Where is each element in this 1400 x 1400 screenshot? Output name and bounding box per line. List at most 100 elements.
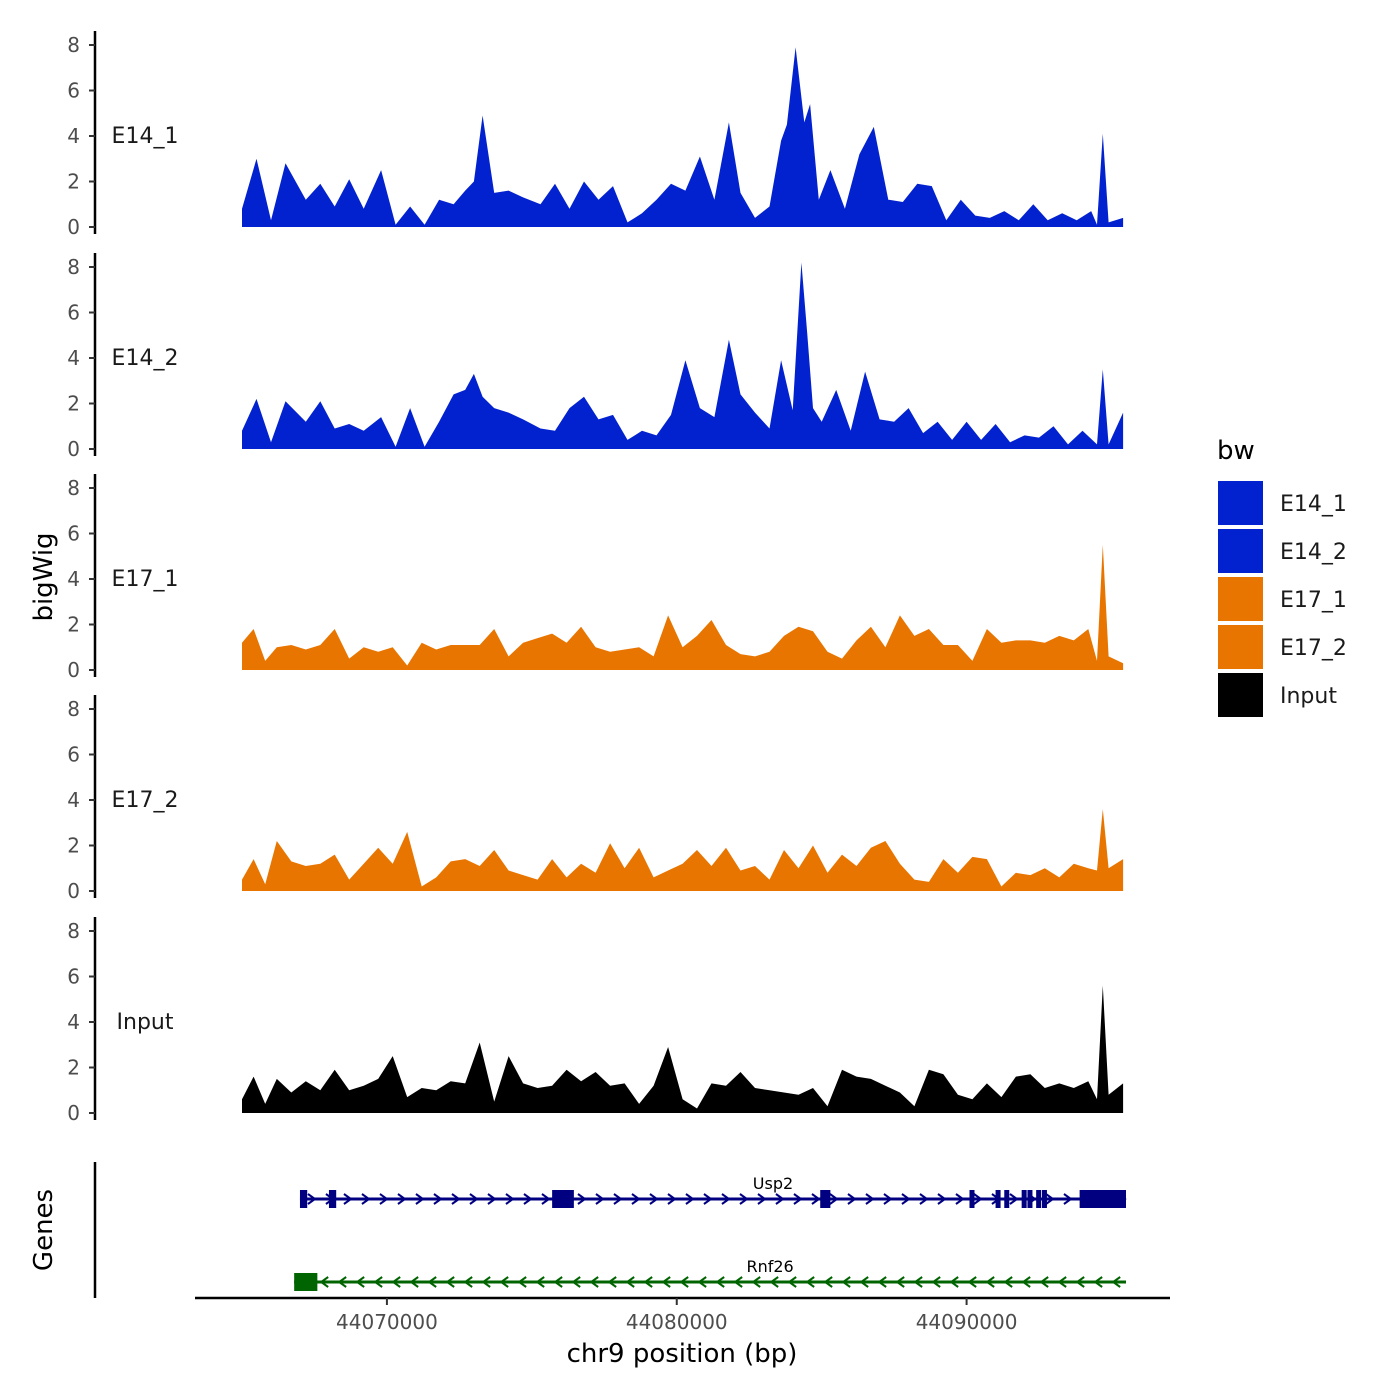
strand-arrow bbox=[481, 1276, 491, 1288]
exon bbox=[552, 1190, 574, 1208]
strand-arrow bbox=[721, 1193, 731, 1205]
y-tick-label: 8 bbox=[67, 33, 80, 57]
strand-arrow bbox=[397, 1193, 407, 1205]
strand-arrow bbox=[541, 1193, 551, 1205]
strand-arrow bbox=[337, 1276, 347, 1288]
exon bbox=[1041, 1190, 1047, 1208]
track-label-E17_1: E17_1 bbox=[112, 567, 179, 592]
strand-arrow bbox=[373, 1276, 383, 1288]
x-axis-title: chr9 position (bp) bbox=[567, 1339, 798, 1369]
strand-arrow bbox=[505, 1193, 515, 1205]
strand-arrow bbox=[409, 1276, 419, 1288]
legend-label-E14_2: E14_2 bbox=[1280, 540, 1347, 565]
exon bbox=[299, 1190, 308, 1208]
legend-swatch-E17_2 bbox=[1218, 625, 1263, 669]
y-tick-label: 6 bbox=[67, 965, 80, 989]
strand-arrow bbox=[985, 1276, 995, 1288]
y-tick-label: 2 bbox=[67, 392, 80, 416]
strand-arrow bbox=[661, 1276, 671, 1288]
y-tick-label: 4 bbox=[67, 1010, 80, 1034]
strand-arrow bbox=[901, 1193, 911, 1205]
legend-title: bw bbox=[1217, 436, 1255, 466]
strand-arrow bbox=[823, 1276, 833, 1288]
strand-arrow bbox=[445, 1276, 455, 1288]
y-tick-label: 4 bbox=[67, 124, 80, 148]
track-E17_1: 0 2 4 6 8 E17_1 bbox=[67, 474, 1124, 682]
strand-arrow bbox=[1111, 1276, 1121, 1288]
strand-arrow bbox=[931, 1276, 941, 1288]
strand-arrow bbox=[703, 1193, 713, 1205]
strand-arrow bbox=[487, 1193, 497, 1205]
x-tick-label: 44090000 bbox=[916, 1310, 1018, 1334]
strand-arrow bbox=[517, 1276, 527, 1288]
strand-arrow bbox=[1057, 1276, 1067, 1288]
track-label-E14_1: E14_1 bbox=[112, 124, 179, 149]
signal-tracks: 0 2 4 6 8 E14_1 0 2 4 6 8 E14_2 0 2 4 6 8 E17_1 0 2 4 6 8 E17_2… bbox=[67, 31, 1124, 1125]
exon bbox=[1004, 1190, 1010, 1208]
gene-Rnf26: Rnf26 bbox=[294, 1257, 1126, 1291]
strand-arrow bbox=[685, 1193, 695, 1205]
strand-arrow bbox=[571, 1276, 581, 1288]
strand-arrow bbox=[631, 1193, 641, 1205]
exon bbox=[1036, 1190, 1042, 1208]
strand-arrow bbox=[1021, 1276, 1031, 1288]
gene-models: Usp2 Rnf26 bbox=[294, 1174, 1127, 1291]
strand-arrow bbox=[469, 1193, 479, 1205]
y-tick-label: 0 bbox=[67, 658, 80, 682]
track-label-E14_2: E14_2 bbox=[112, 346, 179, 371]
strand-arrow bbox=[793, 1193, 803, 1205]
y-tick-label: 0 bbox=[67, 1101, 80, 1125]
y-tick-label: 2 bbox=[67, 613, 80, 637]
strand-arrow bbox=[865, 1193, 875, 1205]
strand-arrow bbox=[355, 1276, 365, 1288]
strand-arrow bbox=[973, 1193, 983, 1205]
y-tick-label: 0 bbox=[67, 879, 80, 903]
legend-swatch-E14_1 bbox=[1218, 481, 1263, 525]
legend-label-E17_1: E17_1 bbox=[1280, 588, 1347, 613]
strand-arrow bbox=[1003, 1276, 1013, 1288]
strand-arrow bbox=[391, 1276, 401, 1288]
legend-swatch-Input bbox=[1218, 673, 1263, 717]
strand-arrow bbox=[433, 1193, 443, 1205]
strand-arrow bbox=[967, 1276, 977, 1288]
track-label-E17_2: E17_2 bbox=[112, 788, 179, 813]
y-tick-label: 4 bbox=[67, 788, 80, 812]
y-tick-label: 8 bbox=[67, 697, 80, 721]
strand-arrow bbox=[829, 1193, 839, 1205]
legend-label-E17_2: E17_2 bbox=[1280, 636, 1347, 661]
strand-arrow bbox=[607, 1276, 617, 1288]
track-E17_2: 0 2 4 6 8 E17_2 bbox=[67, 695, 1124, 903]
strand-arrow bbox=[1045, 1193, 1055, 1205]
strand-arrow bbox=[877, 1276, 887, 1288]
strand-arrow bbox=[883, 1193, 893, 1205]
strand-arrow bbox=[679, 1276, 689, 1288]
strand-arrow bbox=[535, 1276, 545, 1288]
strand-arrow bbox=[949, 1276, 959, 1288]
gene-Usp2: Usp2 bbox=[299, 1174, 1127, 1208]
genes-track-title: Genes bbox=[29, 1189, 59, 1271]
strand-arrow bbox=[733, 1276, 743, 1288]
y-tick-label: 0 bbox=[67, 437, 80, 461]
track-E14_2: 0 2 4 6 8 E14_2 bbox=[67, 253, 1124, 461]
strand-arrow bbox=[811, 1193, 821, 1205]
strand-arrow bbox=[379, 1193, 389, 1205]
legend-label-Input: Input bbox=[1280, 684, 1337, 709]
strand-arrow bbox=[697, 1276, 707, 1288]
area-Input bbox=[242, 985, 1124, 1113]
strand-arrow bbox=[625, 1276, 635, 1288]
track-Input: 0 2 4 6 8 Input bbox=[67, 917, 1124, 1125]
strand-arrow bbox=[787, 1276, 797, 1288]
y-tick-label: 6 bbox=[67, 743, 80, 767]
strand-arrow bbox=[937, 1193, 947, 1205]
area-E17_1 bbox=[242, 544, 1124, 670]
legend-swatch-E14_2 bbox=[1218, 529, 1263, 573]
strand-arrow bbox=[919, 1193, 929, 1205]
exon bbox=[995, 1190, 1001, 1208]
strand-arrow bbox=[643, 1276, 653, 1288]
y-tick-label: 4 bbox=[67, 346, 80, 370]
strand-arrow bbox=[361, 1193, 371, 1205]
track-E14_1: 0 2 4 6 8 E14_1 bbox=[67, 31, 1124, 239]
strand-arrow bbox=[1075, 1276, 1085, 1288]
y-tick-label: 4 bbox=[67, 567, 80, 591]
